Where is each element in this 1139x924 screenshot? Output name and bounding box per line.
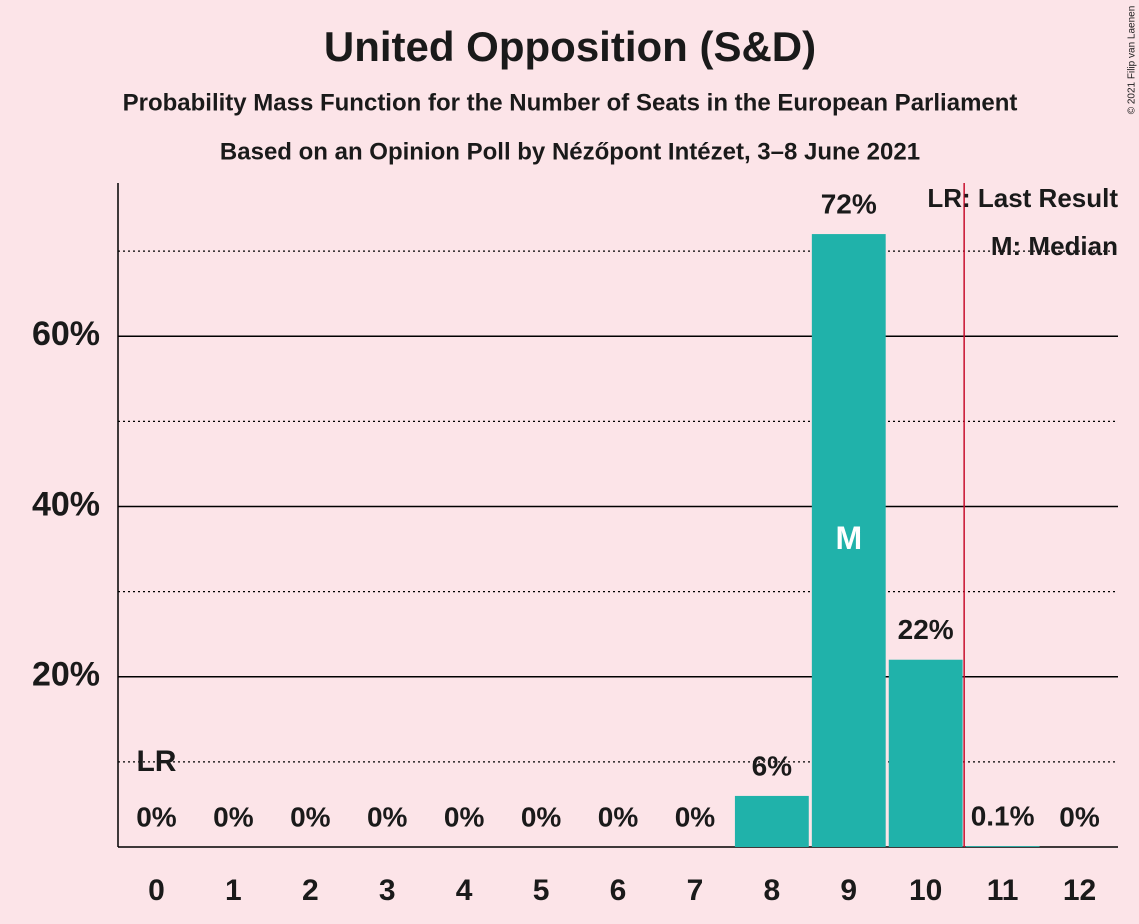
legend-entry: M: Median [991,231,1118,261]
value-label: 0.1% [971,801,1035,832]
value-label: 0% [367,801,408,832]
x-tick-label: 12 [1063,874,1096,907]
bar [965,846,1040,847]
x-tick-label: 0 [148,874,165,907]
legend-entry: LR: Last Result [927,183,1118,213]
last-result-marker: LR [136,745,176,778]
y-tick-label: 60% [32,315,100,353]
x-tick-label: 1 [225,874,242,907]
value-label: 72% [821,188,877,219]
x-tick-label: 2 [302,874,319,907]
value-label: 0% [136,801,177,832]
bar [811,234,886,848]
chart-title: United Opposition (S&D) [324,23,816,70]
bar [888,659,963,847]
median-marker: M [835,520,862,556]
x-tick-label: 5 [533,874,550,907]
x-tick-label: 10 [909,874,942,907]
x-tick-label: 8 [764,874,781,907]
value-label: 0% [290,801,331,832]
x-tick-label: 4 [456,874,473,907]
y-tick-label: 20% [32,656,100,694]
x-tick-label: 7 [687,874,704,907]
value-label: 0% [1059,801,1100,832]
x-tick-label: 9 [840,874,857,907]
y-tick-label: 40% [32,485,100,523]
x-tick-label: 6 [610,874,627,907]
chart-subtitle: Based on an Opinion Poll by Nézőpont Int… [220,138,920,165]
value-label: 0% [444,801,485,832]
value-label: 0% [675,801,716,832]
chart-subtitle: Probability Mass Function for the Number… [123,89,1018,116]
value-label: 22% [898,614,954,645]
value-label: 0% [598,801,639,832]
value-label: 0% [213,801,254,832]
value-label: 0% [521,801,562,832]
copyright: © 2021 Filip van Laenen [1127,6,1138,115]
x-tick-label: 3 [379,874,396,907]
x-tick-label: 11 [987,874,1019,907]
bar [734,795,809,847]
value-label: 6% [752,750,793,781]
